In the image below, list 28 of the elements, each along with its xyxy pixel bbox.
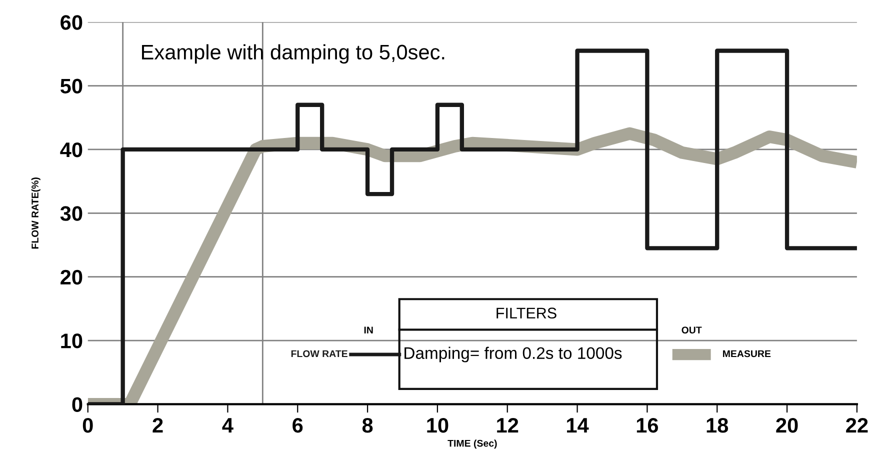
- x-axis-title: TIME (Sec): [448, 440, 497, 449]
- y-tick-label: 20: [60, 270, 82, 285]
- y-tick-label: 0: [72, 397, 82, 412]
- y-tick-label: 30: [60, 206, 82, 221]
- y-tick-label: 50: [60, 78, 82, 94]
- y-tick-label: 10: [61, 334, 82, 348]
- y-tick-label: 40: [60, 142, 82, 158]
- x-tick-label: 18: [706, 418, 728, 433]
- x-tick-label: 16: [636, 418, 658, 433]
- x-tick-label: 20: [776, 418, 798, 433]
- x-tick-label: 12: [497, 418, 518, 432]
- annotation: OUT: [682, 326, 702, 334]
- x-tick-label: 22: [846, 418, 868, 432]
- annotation: IN: [364, 326, 373, 334]
- x-tick-label: 4: [222, 418, 234, 432]
- annotation: Example with damping to 5,0sec.: [142, 44, 444, 64]
- annotation: FILTERS: [496, 308, 556, 319]
- text: FLOW RATE: [291, 350, 348, 358]
- x-tick-label: 2: [152, 418, 163, 432]
- annotation: Damping= from 0.2s to 1000s: [404, 346, 622, 362]
- x-tick-label: 0: [82, 418, 93, 433]
- x-tick-label: 6: [292, 418, 303, 433]
- y-tick-label: 60: [60, 15, 82, 30]
- legend-label: MEASURE: [723, 350, 771, 358]
- y-axis-title: FLOW RATE(%): [31, 178, 40, 249]
- x-tick-label: 8: [362, 418, 373, 433]
- x-tick-label: 10: [427, 418, 448, 433]
- x-tick-label: 14: [567, 418, 589, 432]
